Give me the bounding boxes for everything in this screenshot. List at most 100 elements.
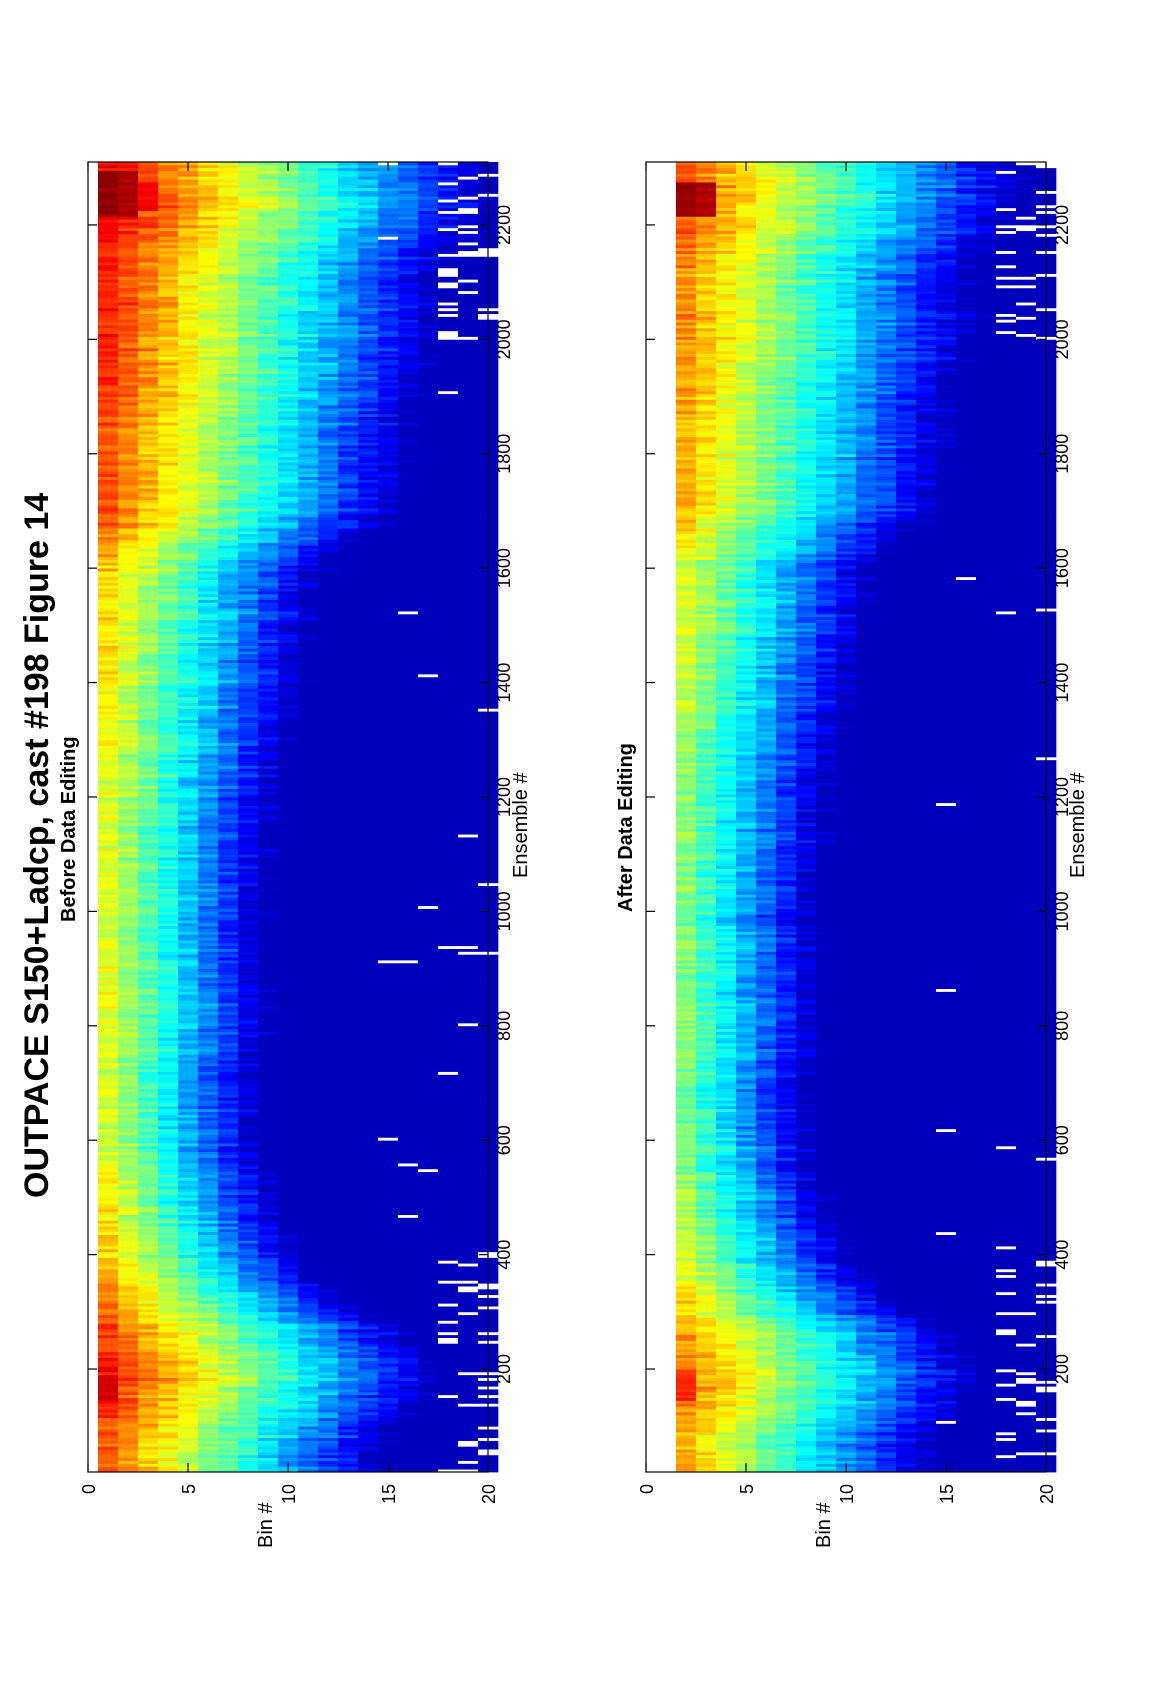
heatmap-cell bbox=[338, 939, 359, 944]
heatmap-cell bbox=[198, 1022, 219, 1027]
heatmap-cell bbox=[398, 1320, 419, 1324]
heatmap-cell bbox=[438, 791, 459, 795]
heatmap-cell bbox=[218, 1163, 239, 1167]
heatmap-cell bbox=[278, 962, 299, 967]
heatmap-cell bbox=[418, 948, 439, 952]
heatmap-cell bbox=[318, 834, 339, 838]
heatmap-cell bbox=[358, 1406, 379, 1410]
heatmap-cell bbox=[318, 1243, 339, 1247]
heatmap-cell bbox=[458, 968, 479, 972]
heatmap-cell bbox=[418, 925, 439, 929]
heatmap-cell bbox=[318, 1429, 339, 1433]
heatmap-cell bbox=[218, 879, 239, 884]
heatmap-cell bbox=[138, 1437, 159, 1441]
heatmap-cell bbox=[378, 1234, 399, 1238]
heatmap-cell bbox=[138, 788, 159, 792]
heatmap-cell bbox=[398, 1337, 419, 1341]
heatmap-cell bbox=[358, 1311, 379, 1316]
heatmap-cell bbox=[458, 1091, 479, 1095]
heatmap-cell bbox=[158, 1360, 179, 1364]
heatmap-cell bbox=[98, 957, 119, 961]
heatmap-cell bbox=[298, 837, 319, 841]
heatmap-cell bbox=[358, 1114, 379, 1118]
heatmap-cell bbox=[318, 954, 339, 958]
heatmap-cell bbox=[418, 1406, 439, 1410]
heatmap-cell bbox=[218, 962, 239, 967]
heatmap-cell bbox=[378, 1111, 399, 1115]
heatmap-cell bbox=[98, 1031, 119, 1035]
heatmap-cell bbox=[338, 1042, 359, 1047]
heatmap-cell bbox=[258, 1369, 279, 1373]
heatmap-cell bbox=[118, 811, 139, 815]
heatmap-cell bbox=[238, 1091, 259, 1095]
heatmap-cell bbox=[178, 1300, 199, 1304]
heatmap-cell bbox=[158, 859, 179, 864]
heatmap-cell bbox=[178, 791, 199, 795]
heatmap-cell bbox=[338, 1128, 359, 1133]
heatmap-cell bbox=[318, 1117, 339, 1121]
heatmap-cell bbox=[298, 1071, 319, 1075]
heatmap-cell bbox=[298, 1183, 319, 1187]
heatmap-cell bbox=[138, 1274, 159, 1278]
heatmap-cell bbox=[198, 1197, 219, 1201]
heatmap-cell bbox=[298, 762, 319, 766]
heatmap-cell bbox=[278, 1020, 299, 1024]
heatmap-cell bbox=[338, 1137, 359, 1141]
heatmap-cell bbox=[358, 1383, 379, 1387]
heatmap-cell bbox=[458, 865, 479, 869]
heatmap-cell bbox=[218, 1108, 239, 1113]
heatmap-cell bbox=[318, 1217, 339, 1221]
heatmap-cell bbox=[198, 968, 219, 972]
heatmap-cell bbox=[338, 794, 359, 798]
heatmap-cell bbox=[298, 782, 319, 786]
heatmap-cell bbox=[418, 1374, 439, 1379]
heatmap-cell bbox=[178, 1165, 199, 1170]
heatmap-cell bbox=[218, 839, 239, 844]
heatmap-cell bbox=[178, 1317, 199, 1321]
heatmap-cell bbox=[258, 1060, 279, 1064]
heatmap-cell bbox=[238, 1449, 259, 1453]
heatmap-cell bbox=[218, 862, 239, 867]
heatmap-cell bbox=[198, 796, 219, 801]
heatmap-cell bbox=[118, 1343, 139, 1347]
heatmap-cell bbox=[338, 971, 359, 975]
heatmap-cell bbox=[238, 1151, 259, 1155]
heatmap-cell bbox=[318, 1143, 339, 1147]
heatmap-cell bbox=[138, 1188, 159, 1193]
heatmap-cell bbox=[158, 1226, 179, 1230]
heatmap-cell bbox=[318, 1163, 339, 1167]
heatmap-cell bbox=[158, 771, 179, 775]
heatmap-cell bbox=[458, 1137, 479, 1141]
heatmap-cell bbox=[378, 1423, 399, 1427]
heatmap-cell bbox=[238, 1042, 259, 1047]
heatmap-cell bbox=[178, 1080, 199, 1084]
heatmap-cell bbox=[158, 1060, 179, 1064]
heatmap-cell bbox=[138, 1306, 159, 1310]
heatmap-cell bbox=[418, 1417, 439, 1421]
heatmap-cell bbox=[438, 1160, 459, 1164]
heatmap-cell bbox=[458, 1094, 479, 1098]
heatmap-cell bbox=[158, 1280, 179, 1284]
heatmap-cell bbox=[338, 1360, 359, 1364]
heatmap-cell bbox=[398, 1314, 419, 1318]
heatmap-cell bbox=[198, 842, 219, 846]
heatmap-cell bbox=[238, 948, 259, 952]
heatmap-cell bbox=[458, 1008, 479, 1012]
heatmap-cell bbox=[338, 1154, 359, 1158]
heatmap-cell bbox=[378, 1288, 399, 1293]
heatmap-cell bbox=[378, 1440, 399, 1444]
heatmap-cell bbox=[318, 1274, 339, 1278]
heatmap-cell bbox=[338, 965, 359, 969]
heatmap-cell bbox=[158, 937, 179, 941]
heatmap-cell bbox=[298, 1163, 319, 1167]
heatmap-cell bbox=[378, 1074, 399, 1078]
heatmap-cell bbox=[198, 1228, 219, 1233]
heatmap-cell bbox=[98, 928, 119, 932]
heatmap-cell bbox=[178, 1349, 199, 1353]
heatmap-cell bbox=[338, 1354, 359, 1358]
heatmap-cell bbox=[198, 971, 219, 975]
heatmap-cell bbox=[338, 1174, 359, 1178]
heatmap-cell bbox=[378, 817, 399, 821]
heatmap-cell bbox=[438, 1131, 459, 1135]
heatmap-cell bbox=[98, 1008, 119, 1012]
